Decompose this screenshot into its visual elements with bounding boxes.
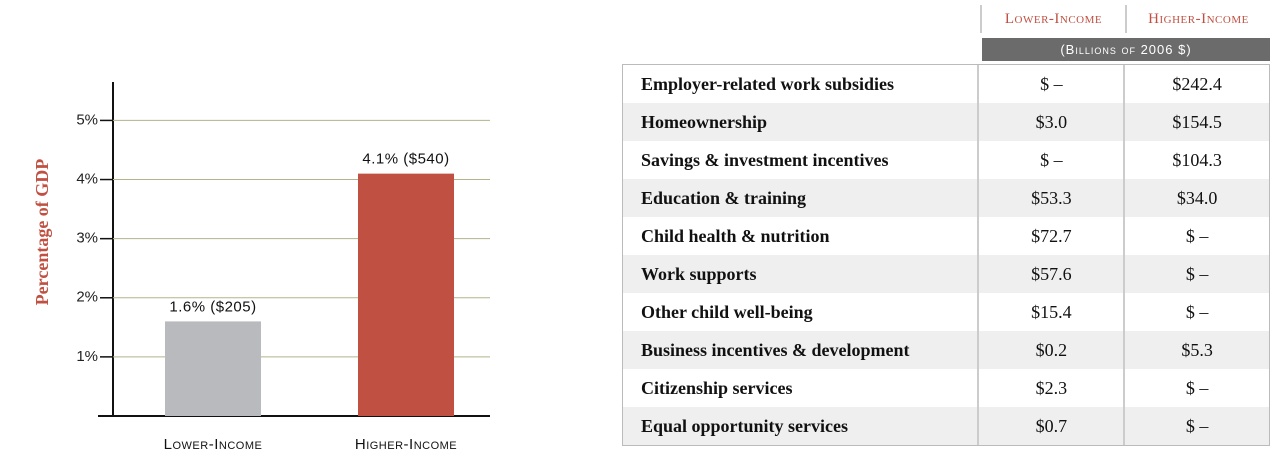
- table-row: Business incentives & development $0.2 $5.…: [623, 331, 1269, 369]
- chart: Percentage of GDP 1% 2% 3% 4% 5% 1.6% ($205) L…: [32, 82, 490, 453]
- table-cell: $0.7: [979, 407, 1126, 445]
- table-cell: $242.4: [1172, 74, 1222, 94]
- table-cell: $3.0: [979, 103, 1126, 141]
- row-label: Savings & investment incentives: [623, 141, 980, 179]
- y-tick-label: 2%: [76, 289, 98, 306]
- table-cell: $ –: [979, 65, 1126, 103]
- table-cell: $34.0: [1176, 188, 1218, 208]
- x-tick-label: Lower-Income: [164, 436, 263, 453]
- y-axis-label: Percentage of GDP: [32, 159, 52, 306]
- table-cell: $ –: [1185, 264, 1209, 284]
- row-label: Other child well-being: [623, 293, 980, 331]
- table-row: Work supports $57.6 $ –: [623, 255, 1269, 293]
- table-cell: $53.3: [979, 179, 1126, 217]
- y-tick-label: 5%: [76, 111, 98, 128]
- y-tick-label: 1%: [76, 348, 98, 365]
- table-cell: $ –: [1185, 302, 1209, 322]
- table-row: Education & training $53.3 $34.0: [623, 179, 1269, 217]
- table: Lower-Income Higher-Income (Billions of …: [622, 5, 1270, 446]
- value-label: 4.1% ($540): [362, 151, 449, 168]
- column-header: Higher-Income: [1125, 5, 1270, 33]
- table-cell: $57.6: [979, 255, 1126, 293]
- table-cell: $104.3: [1172, 150, 1222, 170]
- subheader: (Billions of 2006 $): [982, 38, 1270, 61]
- x-tick-label: Higher-Income: [355, 436, 457, 453]
- table-row: Equal opportunity services $0.7 $ –: [623, 407, 1269, 445]
- row-label: Child health & nutrition: [623, 217, 980, 255]
- bar: [165, 321, 261, 416]
- row-label: Work supports: [623, 255, 980, 293]
- row-label: Education & training: [623, 179, 980, 217]
- row-label: Employer-related work subsidies: [623, 65, 980, 103]
- y-tick-label: 4%: [76, 171, 98, 188]
- table-cell: $ –: [1185, 416, 1209, 436]
- table-cell: $5.3: [1181, 340, 1213, 360]
- table-row: Homeownership $3.0 $154.5: [623, 103, 1269, 141]
- table-cell: $15.4: [979, 293, 1126, 331]
- table-row: Other child well-being $15.4 $ –: [623, 293, 1269, 331]
- row-label: Homeownership: [623, 103, 980, 141]
- table-row: Employer-related work subsidies $ – $242.4: [623, 65, 1269, 103]
- table-cell: $ –: [1185, 378, 1209, 398]
- y-tick-label: 3%: [76, 230, 98, 247]
- table-row: Child health & nutrition $72.7 $ –: [623, 217, 1269, 255]
- table-row: Citizenship services $2.3 $ –: [623, 369, 1269, 407]
- value-label: 1.6% ($205): [169, 298, 256, 315]
- bar: [358, 173, 454, 416]
- table-cell: $72.7: [979, 217, 1126, 255]
- table-header: Lower-Income Higher-Income: [980, 5, 1270, 33]
- table-cell: $0.2: [979, 331, 1126, 369]
- table-row: Savings & investment incentives $ – $104.3: [623, 141, 1269, 179]
- table-cell: $ –: [979, 141, 1126, 179]
- table-cell: $ –: [1185, 226, 1209, 246]
- table-cell: $2.3: [979, 369, 1126, 407]
- column-header: Lower-Income: [980, 5, 1125, 33]
- table-cell: $154.5: [1172, 112, 1222, 132]
- row-label: Equal opportunity services: [623, 407, 980, 445]
- row-label: Citizenship services: [623, 369, 980, 407]
- row-label: Business incentives & development: [623, 331, 980, 369]
- table-body: Employer-related work subsidies $ – $242.4…: [622, 64, 1270, 446]
